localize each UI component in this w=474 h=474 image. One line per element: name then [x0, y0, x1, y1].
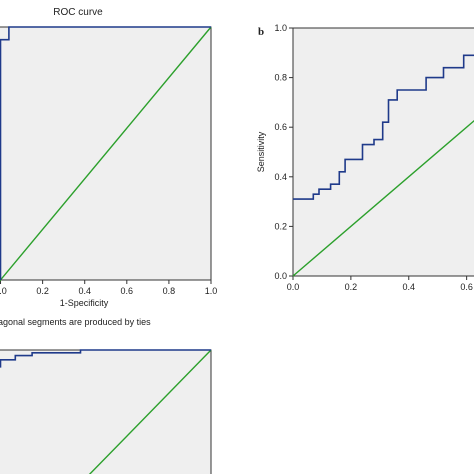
panel-c-roc-chart [0, 349, 212, 474]
panel-a-x-tick-label: 1.0 [205, 286, 218, 296]
panel-a-roc-line [0, 26, 211, 280]
panel-b-x-tick-label: 0.4 [402, 282, 415, 292]
panel-b-roc-line [293, 54, 474, 200]
panel-b-y-tick-label: 0.2 [274, 221, 287, 231]
panel-c-plot-area [0, 349, 212, 474]
panel-b-plot-area [292, 27, 474, 277]
panel-b-y-axis-label: Sensitivity [256, 131, 266, 172]
panel-a-x-tick-label: 0.0 [0, 286, 7, 296]
panel-a-footnote: agonal segments are produced by ties [0, 317, 151, 327]
panel-a-x-axis-label: 1-Specificity [60, 298, 109, 308]
panel-a-x-tick-label: 0.4 [78, 286, 91, 296]
panel-b-x-tick-label: 0.6 [460, 282, 473, 292]
panel-b-y-tick-label: 0.6 [274, 122, 287, 132]
panel-b-y-tick-label: 0.0 [274, 271, 287, 281]
panel-a-x-tick-label: 0.8 [163, 286, 176, 296]
panel-a-roc-chart: ROC curve 0.0 0.2 0.4 0.6 0.8 1.0 1-Specifici… [0, 7, 217, 327]
panel-a-x-tick-label: 0.2 [36, 286, 49, 296]
panel-c-roc-line [0, 349, 211, 368]
panel-b-roc-chart: b 0.0 0.2 0.4 0.6 0.0 0.2 0.4 0.6 0.8 1.0 Sensiti… [256, 23, 474, 292]
panel-b-x-tick-label: 0.2 [345, 282, 358, 292]
panel-b-y-tick-label: 0.4 [274, 172, 287, 182]
panel-c-reference-line [88, 349, 212, 474]
panel-b-letter: b [258, 26, 264, 38]
panel-a-x-tick-label: 0.6 [121, 286, 134, 296]
panel-b-reference-line [292, 119, 474, 277]
panel-b-x-tick-label: 0.0 [287, 282, 300, 292]
panel-a-title: ROC curve [53, 7, 103, 18]
panel-b-y-tick-label: 0.8 [274, 73, 287, 83]
panel-b-y-tick-label: 1.0 [274, 23, 287, 33]
panel-a-reference-line [0, 26, 212, 282]
